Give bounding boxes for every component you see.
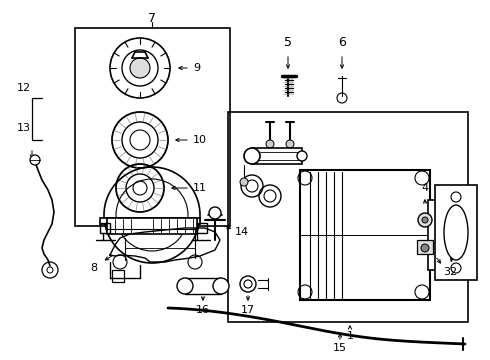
Text: 5: 5	[284, 36, 292, 49]
Text: 13: 13	[17, 123, 31, 133]
Text: 11: 11	[193, 183, 207, 193]
Circle shape	[418, 213, 432, 227]
Text: 7: 7	[148, 12, 156, 24]
Circle shape	[133, 181, 147, 195]
Circle shape	[422, 217, 428, 223]
Text: 10: 10	[193, 135, 207, 145]
Ellipse shape	[444, 205, 468, 260]
Text: 16: 16	[196, 305, 210, 315]
Bar	[417, 240, 433, 254]
Bar	[75, 28, 230, 226]
Bar	[428, 200, 453, 270]
Circle shape	[244, 148, 260, 164]
Text: 15: 15	[333, 343, 347, 353]
Text: 12: 12	[17, 83, 31, 93]
Circle shape	[130, 58, 150, 78]
Text: 2: 2	[449, 267, 457, 277]
Bar	[435, 185, 477, 280]
Circle shape	[213, 278, 229, 294]
Text: 6: 6	[338, 36, 346, 49]
Circle shape	[177, 278, 193, 294]
Bar	[112, 270, 124, 282]
Circle shape	[286, 140, 294, 148]
Circle shape	[421, 244, 429, 252]
Bar	[107, 218, 197, 234]
Circle shape	[240, 178, 248, 186]
Circle shape	[130, 130, 150, 150]
Circle shape	[297, 151, 307, 161]
Bar	[100, 218, 200, 224]
Bar	[185, 278, 221, 294]
Text: 1: 1	[346, 331, 353, 341]
Circle shape	[209, 207, 221, 219]
Text: 4: 4	[421, 183, 429, 193]
Bar	[228, 112, 468, 322]
Text: 8: 8	[91, 263, 98, 273]
Bar	[252, 148, 302, 164]
Text: 3: 3	[443, 267, 450, 277]
Circle shape	[266, 140, 274, 148]
Bar	[197, 223, 207, 233]
Text: 14: 14	[235, 227, 249, 237]
Text: 17: 17	[241, 305, 255, 315]
Bar	[100, 223, 110, 233]
Circle shape	[30, 155, 40, 165]
Bar	[300, 170, 430, 300]
Text: 9: 9	[194, 63, 200, 73]
